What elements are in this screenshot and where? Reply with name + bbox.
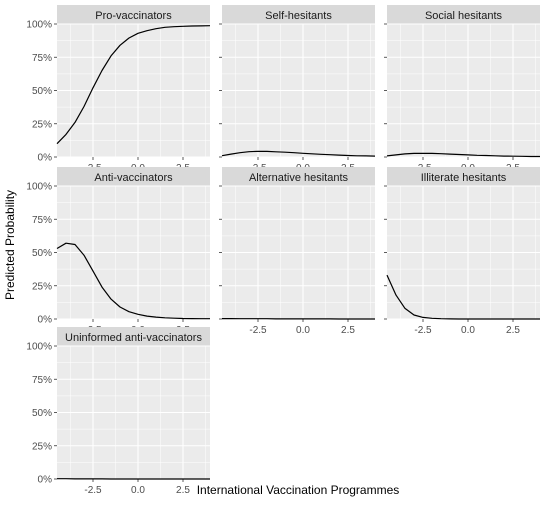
y-tick-label: 25%: [32, 119, 52, 130]
x-tick-label: 2.5: [176, 485, 190, 496]
y-tick-label: 75%: [32, 375, 52, 386]
facet-title: Anti-vaccinators: [94, 172, 173, 184]
facet-panel: Illiterate hesitants -2.5 0.0 2.5: [384, 167, 540, 336]
facet-panel: Social hesitants-2.50.02.5: [384, 5, 540, 174]
y-tick-label: 100%: [26, 20, 52, 31]
x-tick-label: -2.5: [84, 485, 102, 496]
facet-panel: Uninformed anti-vaccinators 0% 25% 50% 75% 10…: [26, 327, 210, 496]
y-tick-label: 0%: [38, 315, 53, 326]
facet-panel: Anti-vaccinators0%25%50%75%100%-2.50.02.…: [26, 167, 210, 336]
y-axis-title: Predicted Probability: [3, 190, 17, 300]
facet-panel: Alternative hesitants -2.5 0.0 2.5: [219, 167, 375, 336]
y-tick-label: 50%: [32, 408, 52, 419]
x-tick-label: 0.0: [296, 325, 310, 336]
x-tick-label: 2.5: [506, 325, 520, 336]
x-tick-label: -2.5: [249, 325, 267, 336]
y-tick-label: 0%: [38, 475, 53, 486]
facet-title: Pro-vaccinators: [95, 10, 172, 22]
y-tick-label: 0%: [38, 153, 53, 164]
y-tick-label: 100%: [26, 342, 52, 353]
facet-title: Illiterate hesitants: [421, 172, 507, 184]
y-tick-label: 25%: [32, 441, 52, 452]
facet-title: Social hesitants: [425, 10, 503, 22]
x-axis-title: International Vaccination Programmes: [197, 483, 400, 497]
facet-title: Self-hesitants: [265, 10, 332, 22]
y-tick-label: 50%: [32, 86, 52, 97]
y-tick-label: 75%: [32, 53, 52, 64]
y-tick-label: 75%: [32, 215, 52, 226]
facet-title: Alternative hesitants: [249, 172, 349, 184]
facet-panel: Self-hesitants-2.50.02.5: [219, 5, 375, 174]
y-tick-label: 50%: [32, 248, 52, 259]
x-tick-label: 0.0: [461, 325, 475, 336]
x-tick-label: 0.0: [131, 485, 145, 496]
y-tick-label: 100%: [26, 182, 52, 193]
x-tick-label: -2.5: [414, 325, 432, 336]
x-tick-label: 2.5: [341, 325, 355, 336]
y-tick-label: 25%: [32, 281, 52, 292]
facet-title: Uninformed anti-vaccinators: [65, 332, 202, 344]
